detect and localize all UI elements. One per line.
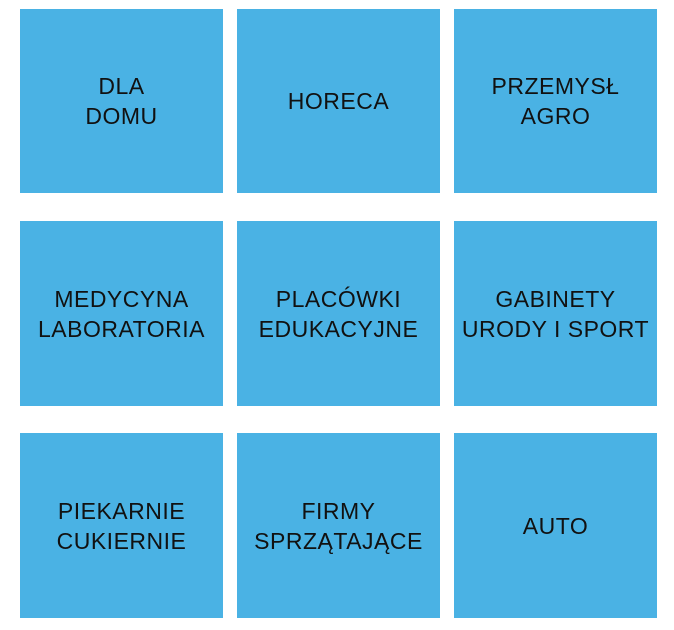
category-label: PLACÓWKI	[275, 285, 402, 312]
category-label: HORECA	[287, 88, 390, 114]
category-tile: FIRMY SPRZĄTAJĄCE	[237, 433, 440, 618]
category-label: PIEKARNIE	[57, 497, 186, 524]
category-label: AUTO	[522, 512, 589, 539]
category-tile: AUTO	[454, 433, 657, 618]
category-tile: PRZEMYSŁ AGRO	[454, 9, 657, 193]
category-label: AGRO	[520, 103, 591, 129]
category-label: DLA	[98, 73, 145, 99]
category-tile: GABINETY URODY I SPORT	[454, 221, 657, 406]
category-label: URODY I SPORT	[461, 315, 650, 342]
category-tile: PLACÓWKI EDUKACYJNE	[237, 221, 440, 406]
category-label: DOMU	[85, 103, 158, 129]
category-label: GABINETY	[495, 285, 616, 312]
category-label: SPRZĄTAJĄCE	[254, 527, 423, 554]
category-label: FIRMY	[301, 497, 376, 524]
category-tile: PIEKARNIE CUKIERNIE	[20, 433, 223, 618]
category-tile: DLA DOMU	[20, 9, 223, 193]
category-label: CUKIERNIE	[56, 527, 187, 554]
category-label: EDUKACYJNE	[258, 315, 419, 342]
category-label: MEDYCYNA	[54, 285, 189, 312]
category-tile: MEDYCYNA LABORATORIA	[20, 221, 223, 406]
category-label: LABORATORIA	[38, 315, 205, 342]
category-tile: HORECA	[237, 9, 440, 193]
category-label: PRZEMYSŁ	[491, 73, 620, 99]
